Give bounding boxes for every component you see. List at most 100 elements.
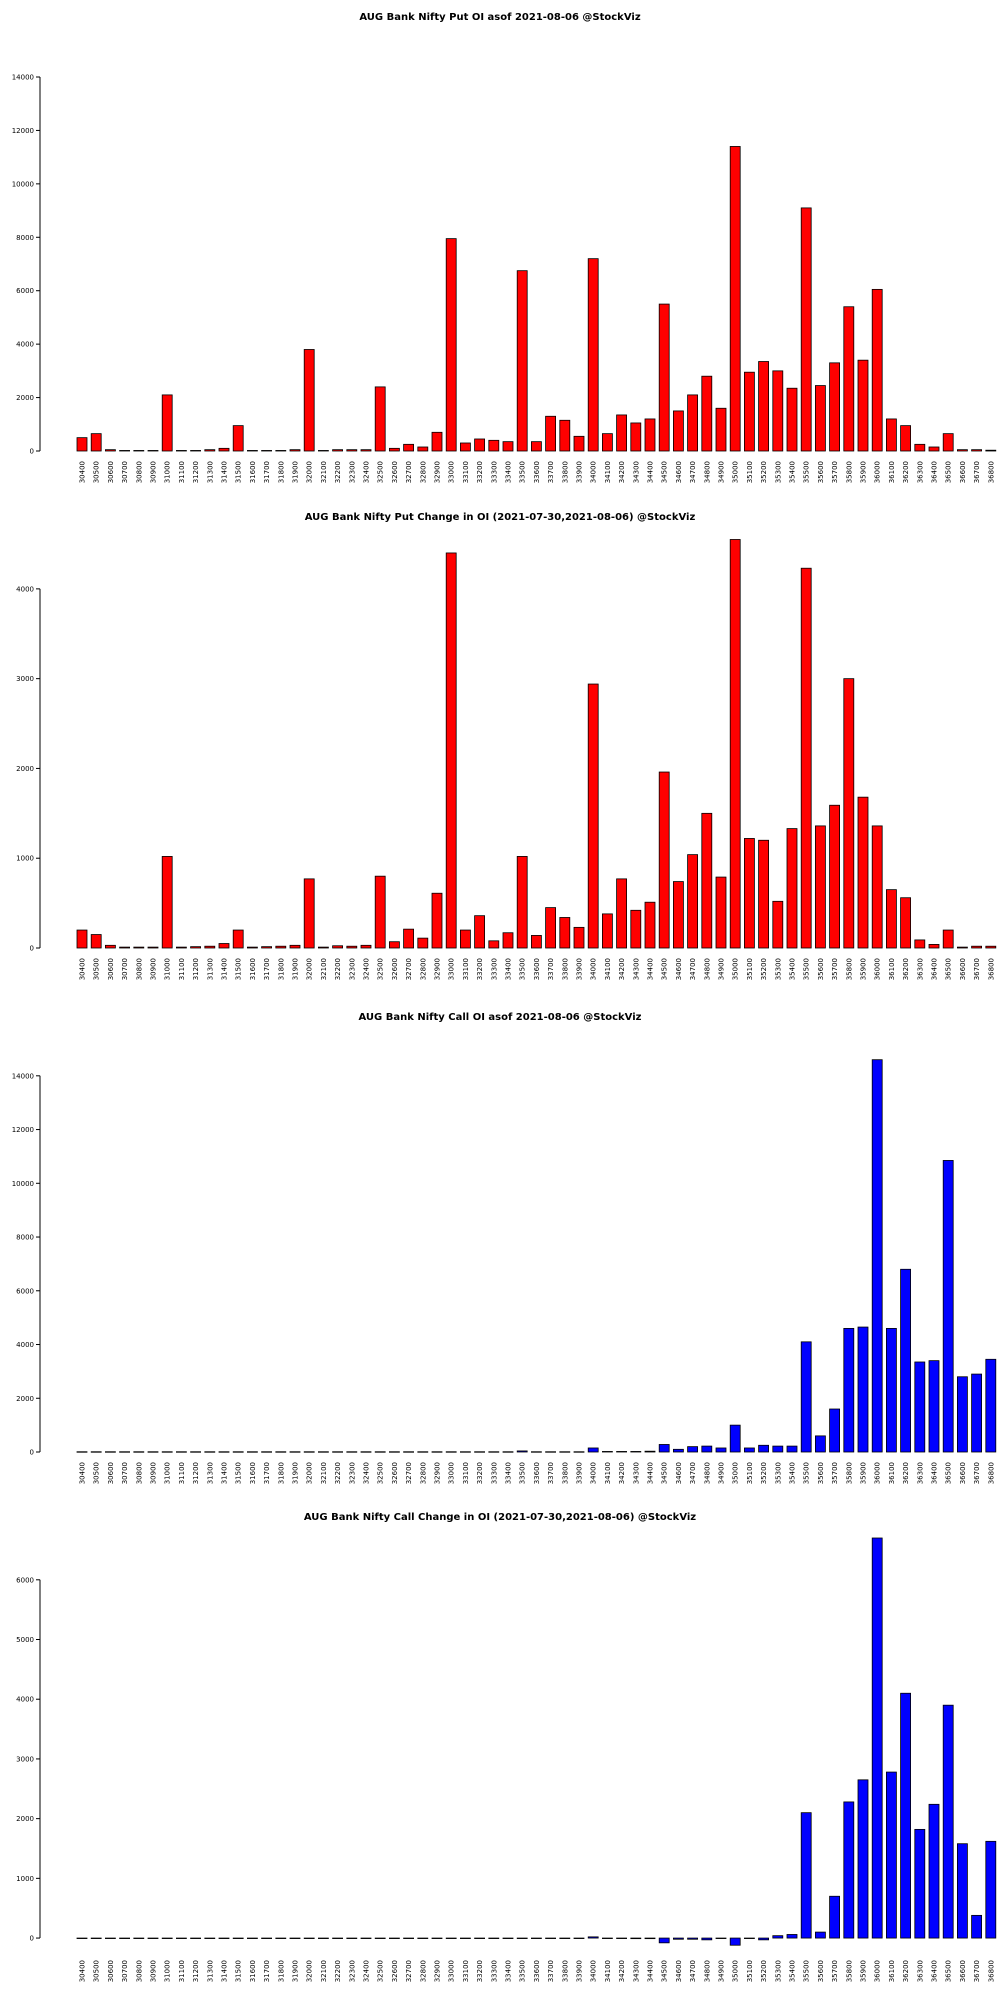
bar: [105, 1451, 116, 1453]
x-tick-label: 33800: [561, 461, 569, 483]
bar: [246, 1451, 258, 1453]
x-tick-label: 35100: [746, 461, 754, 483]
bar: [630, 1451, 642, 1453]
bar: [275, 945, 287, 949]
x-tick-label: 32200: [334, 1960, 342, 1982]
x-tick-label: 32700: [405, 461, 413, 483]
bar: [190, 450, 202, 452]
x-tick-label: 30500: [93, 1462, 101, 1484]
x-tick-label: 32800: [419, 461, 427, 483]
bar: [914, 939, 926, 949]
x-tick-label: 35400: [789, 1960, 797, 1982]
y-tick-label: 0: [30, 448, 34, 456]
bar: [729, 539, 741, 949]
x-tick-label: 36300: [916, 461, 924, 483]
bar: [871, 1537, 883, 1939]
bar: [147, 1451, 159, 1453]
x-tick-label: 30600: [107, 958, 115, 980]
bar: [417, 1451, 429, 1453]
bar: [985, 449, 997, 452]
bar: [161, 1937, 173, 1939]
x-tick-label: 36300: [916, 1462, 924, 1484]
bar: [133, 1937, 145, 1939]
x-tick-label: 35600: [817, 958, 825, 980]
bar: [602, 913, 613, 949]
bar: [815, 1931, 826, 1939]
bar: [303, 349, 315, 452]
x-tick-label: 31000: [164, 1462, 172, 1484]
x-tick-label: 33100: [462, 1462, 470, 1484]
x-tick-label: 32500: [377, 958, 385, 980]
x-tick-label: 33900: [576, 1960, 584, 1982]
x-tick-label: 30900: [150, 1462, 158, 1484]
bar: [800, 1341, 812, 1453]
bar: [701, 812, 713, 949]
x-tick-label: 35900: [860, 958, 868, 980]
bar: [616, 1937, 627, 1939]
x-tick-label: 35800: [845, 1960, 853, 1982]
bar: [800, 1812, 812, 1939]
bar: [900, 1268, 911, 1453]
x-tick-label: 30800: [135, 1960, 143, 1982]
x-tick-label: 36100: [888, 958, 896, 980]
x-tick-label: 36600: [959, 958, 967, 980]
x-tick-label: 35900: [860, 1462, 868, 1484]
y-tick-label: 14000: [12, 1072, 34, 1080]
x-tick-label: 33200: [476, 958, 484, 980]
x-tick-label: 32500: [377, 1960, 385, 1982]
x-tick-label: 36600: [959, 1462, 967, 1484]
bar: [644, 418, 656, 452]
x-tick-label: 35500: [803, 958, 811, 980]
x-tick-label: 30400: [79, 958, 87, 980]
x-tick-label: 35000: [732, 958, 740, 980]
x-tick-label: 36300: [916, 1960, 924, 1982]
bar: [388, 941, 400, 949]
bar: [545, 907, 556, 949]
bar: [559, 1451, 571, 1453]
y-tick-label: 3000: [16, 675, 34, 683]
bar: [417, 446, 429, 452]
bar: [445, 1451, 457, 1453]
x-tick-label: 33500: [519, 1960, 527, 1982]
x-tick-label: 36200: [902, 1462, 910, 1484]
x-tick-label: 30700: [121, 958, 129, 980]
x-tick-label: 36000: [874, 461, 882, 483]
x-tick-label: 33100: [462, 958, 470, 980]
bar: [715, 876, 727, 949]
bar: [602, 433, 613, 452]
bar: [119, 946, 130, 949]
y-tick-label: 2000: [16, 765, 34, 773]
bar: [232, 425, 244, 452]
x-tick-label: 35400: [789, 461, 797, 483]
bar: [105, 1937, 116, 1939]
bar: [232, 1937, 244, 1939]
bar: [332, 945, 344, 949]
bar: [772, 1445, 784, 1453]
bar: [829, 804, 840, 949]
x-tick-label: 32900: [434, 958, 442, 980]
bar: [275, 1451, 287, 1453]
x-tick-label: 32600: [391, 958, 399, 980]
x-tick-label: 32700: [405, 1960, 413, 1982]
bar: [261, 450, 273, 452]
x-tick-label: 32400: [363, 461, 371, 483]
x-tick-label: 32000: [306, 1462, 314, 1484]
x-tick-label: 35300: [774, 1462, 782, 1484]
x-tick-label: 36400: [931, 1462, 939, 1484]
bar: [545, 1937, 556, 1939]
bar: [516, 270, 528, 452]
x-tick-label: 35200: [760, 1960, 768, 1982]
x-tick-label: 34700: [689, 461, 697, 483]
bar: [871, 288, 883, 452]
bar: [346, 1937, 358, 1939]
bar: [701, 1445, 713, 1453]
bar: [971, 1373, 982, 1453]
x-tick-label: 34600: [675, 461, 683, 483]
x-tick-label: 34200: [618, 1462, 626, 1484]
bar: [701, 375, 713, 452]
bar: [857, 1779, 869, 1939]
x-tick-label: 33100: [462, 461, 470, 483]
x-tick-label: 31100: [178, 461, 186, 483]
x-tick-label: 31300: [206, 958, 214, 980]
x-tick-label: 35100: [746, 1960, 754, 1982]
